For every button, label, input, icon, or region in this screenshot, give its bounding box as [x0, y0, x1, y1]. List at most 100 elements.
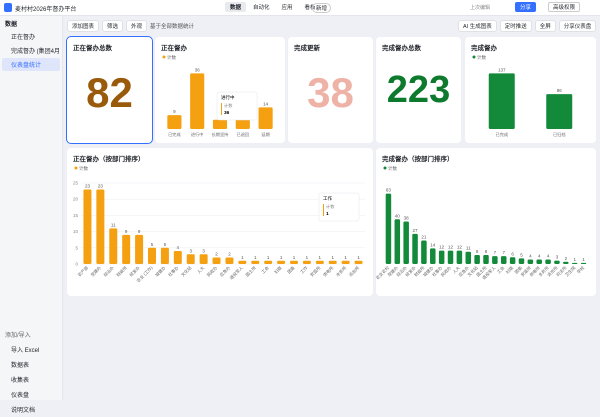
bar: [258, 107, 273, 129]
x-tick-label: 安监所: [308, 264, 322, 278]
sidebar-section: 数据: [5, 22, 18, 28]
bar: [225, 257, 234, 264]
x-tick-label: 社事办: [166, 264, 180, 278]
metric-card[interactable]: 正在督办总数 82: [66, 36, 153, 144]
tab[interactable]: 应用: [281, 5, 293, 11]
value-label: 12: [448, 245, 454, 250]
sidebar-item[interactable]: 完成督办 (集团4月1...: [11, 49, 60, 55]
toolbar-button[interactable]: 外观: [126, 20, 148, 32]
tab[interactable]: 自动化: [253, 5, 270, 11]
x-tick-label: 水务所: [334, 264, 348, 278]
chart-card[interactable]: 正在督办（按部门排序） 计数 0 5 10 15 20 25 23 农产部 23 党建办 11 综治办 9 财…: [67, 148, 373, 296]
value-label: 40: [395, 213, 401, 218]
y-tick-label: 20: [73, 197, 79, 202]
value-label: 11: [111, 222, 116, 227]
bar: [354, 260, 363, 264]
chart-card[interactable]: 完成督办（按部门排序） 计数 63 农业农村 40 党建办 38 综治办 27 经发办 21 财政所 1…: [376, 148, 596, 296]
legend-swatch: [74, 166, 78, 170]
value-label: 1: [573, 257, 576, 262]
tab[interactable]: 数据: [225, 2, 247, 12]
chart: 计数9已完成36进行中6长期坚持7已退回14延期进行中计数36: [162, 54, 273, 138]
bar: [302, 260, 311, 264]
value-label: 14: [263, 101, 269, 106]
sidebar-bottom-item[interactable]: 数据表: [11, 363, 30, 369]
tooltip-label: 计数: [326, 203, 335, 210]
bar: [447, 250, 454, 264]
bar: [147, 247, 157, 264]
bar: [438, 250, 445, 264]
toolbar-button[interactable]: 分享仪表盘: [558, 20, 597, 32]
tooltip-title: 工作: [323, 195, 332, 202]
x-tick-label: 已归档: [553, 131, 566, 138]
y-tick-label: 25: [73, 181, 79, 186]
value-label: 137: [498, 67, 506, 72]
legend-label: 计数: [167, 54, 176, 61]
value-label: 3: [202, 248, 205, 253]
x-tick-label: 工会: [495, 264, 506, 275]
card-title: 完成督办总数: [382, 45, 421, 52]
value-label: 1: [254, 255, 257, 260]
bar: [412, 233, 418, 264]
sidebar-bottom-item[interactable]: 说明文档: [11, 408, 36, 414]
value-label: 63: [386, 188, 392, 193]
value-label: 9: [125, 229, 128, 234]
y-tick-label: 10: [73, 229, 79, 234]
value-label: 1: [267, 255, 270, 260]
toolbar-scope[interactable]: 基于全部数据统计: [150, 24, 195, 30]
bar: [403, 221, 409, 264]
value-label: 4: [538, 254, 541, 259]
legend-swatch: [162, 55, 166, 59]
metric-card[interactable]: 完成更新 38: [288, 37, 373, 143]
legend-label: 计数: [388, 165, 397, 172]
x-tick-label: 民政办: [205, 264, 219, 278]
value-label: 5: [164, 242, 167, 247]
toolbar-button[interactable]: AI 生成图表: [458, 20, 497, 32]
value-label: 4: [529, 254, 532, 259]
value-label: 86: [557, 88, 563, 93]
x-tick-label: 已完成: [168, 131, 181, 138]
toolbar-button[interactable]: 添加图表: [67, 20, 100, 32]
x-tick-label: 工会: [260, 264, 271, 275]
bar: [186, 254, 195, 264]
value-label: 4: [547, 254, 550, 259]
bar: [545, 259, 551, 264]
sidebar-bottom-list: 导入 Excel 数据表收集表仪表盘说明文档: [2, 342, 60, 417]
x-tick-label: 团委: [286, 264, 297, 275]
permission-button[interactable]: 高级权限: [548, 2, 581, 12]
value-label: 23: [98, 183, 104, 188]
value-label: 2: [228, 252, 231, 257]
x-tick-label: 综治办: [102, 264, 116, 278]
bar: [190, 73, 205, 129]
toolbar-button[interactable]: 筛选: [102, 20, 124, 32]
chart-card[interactable]: 正在督办计数9已完成36进行中6长期坚持7已退回14延期进行中计数36: [155, 37, 285, 143]
doc-title[interactable]: 麦村村2026年督办平台: [15, 7, 77, 13]
value-label: 1: [582, 257, 585, 262]
sidebar-bottom-item[interactable]: 收集表: [11, 378, 30, 384]
sidebar-bottom-item[interactable]: 导入 Excel: [11, 348, 40, 354]
sidebar-item[interactable]: 仪表盘统计: [2, 58, 60, 71]
tab[interactable]: 看板: [304, 5, 316, 11]
metric-card[interactable]: 完成督办总数 223: [376, 37, 461, 143]
sidebar-bottom-item[interactable]: 仪表盘: [11, 393, 30, 399]
bar: [474, 255, 480, 264]
toolbar-button[interactable]: 定时推送: [499, 20, 532, 32]
bar: [289, 260, 299, 264]
bar: [430, 248, 436, 264]
value-label: 23: [85, 183, 91, 188]
bar: [527, 259, 534, 264]
new-button[interactable]: 新增: [312, 3, 332, 13]
value-label: 12: [457, 245, 463, 250]
value-label: 2: [215, 252, 218, 257]
chart-card[interactable]: 完成督办 计数 137 已完成 86 已归档: [465, 37, 596, 143]
toolbar-left: 添加图表 筛选 外观 基于全部数据统计: [67, 20, 194, 32]
metric-value: 82: [86, 69, 133, 116]
bar: [536, 259, 542, 264]
x-tick-label: 党建办: [89, 264, 103, 278]
share-button[interactable]: 分享: [515, 2, 537, 12]
sidebar-item[interactable]: 正在督办: [11, 35, 36, 41]
value-label: 38: [404, 216, 410, 221]
toolbar-button[interactable]: 全屏: [534, 20, 556, 32]
